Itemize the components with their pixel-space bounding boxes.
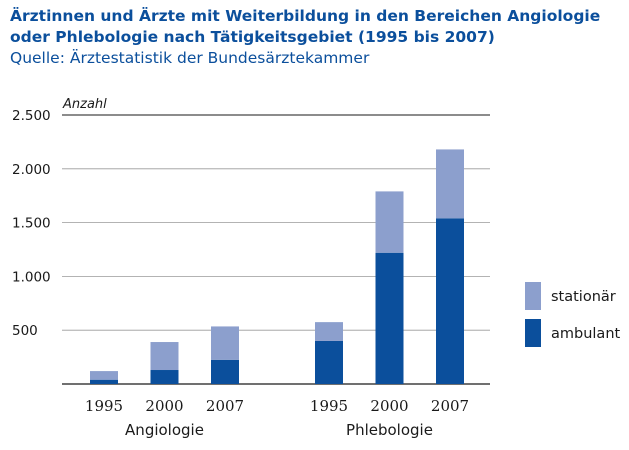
y-tick-label: 1.500 <box>12 216 51 232</box>
chart-title-block: Ärztinnen und Ärzte mit Weiterbildung in… <box>10 6 620 69</box>
bar-phlebologie-2007-ambulant <box>436 218 464 384</box>
bar-angiologie-1995-stationär <box>90 371 118 380</box>
bar-phlebologie-2000-stationär <box>375 191 404 253</box>
bar-angiologie-2007-ambulant <box>211 359 239 384</box>
y-tick-label: 500 <box>12 323 38 339</box>
bar-angiologie-2000-ambulant <box>150 370 179 384</box>
bar-angiologie-2007-stationär <box>211 326 239 360</box>
group-label-phlebologie: Phlebologie <box>346 421 433 439</box>
bar-phlebologie-1995-stationär <box>315 322 343 341</box>
x-tick-label: 2007 <box>431 397 469 415</box>
x-tick-label: 2000 <box>145 397 183 415</box>
y-axis-label: Anzahl <box>62 97 107 112</box>
bar-phlebologie-2007-stationär <box>436 149 464 219</box>
chart-subtitle: Quelle: Ärztestatistik der Bundesärzteka… <box>10 49 370 67</box>
y-tick-label: 2.000 <box>12 162 51 178</box>
bar-angiologie-1995-ambulant <box>90 379 118 384</box>
bar-angiologie-2000-stationär <box>150 342 179 371</box>
legend-swatch-stationär <box>525 282 541 310</box>
x-tick-label: 2007 <box>206 397 244 415</box>
x-tick-label: 1995 <box>85 397 123 415</box>
bar-phlebologie-1995-ambulant <box>315 340 343 384</box>
y-tick-label: 1.000 <box>12 269 51 285</box>
legend-swatch-ambulant <box>525 319 541 347</box>
y-tick-label: 2.500 <box>12 108 51 124</box>
legend-label-stationär: stationär <box>551 289 616 305</box>
group-label-angiologie: Angiologie <box>125 421 204 439</box>
bar-phlebologie-2000-ambulant <box>375 252 404 384</box>
x-tick-label: 2000 <box>370 397 408 415</box>
chart-title: Ärztinnen und Ärzte mit Weiterbildung in… <box>10 7 601 46</box>
x-tick-label: 1995 <box>310 397 348 415</box>
legend-label-ambulant: ambulant <box>551 326 621 342</box>
